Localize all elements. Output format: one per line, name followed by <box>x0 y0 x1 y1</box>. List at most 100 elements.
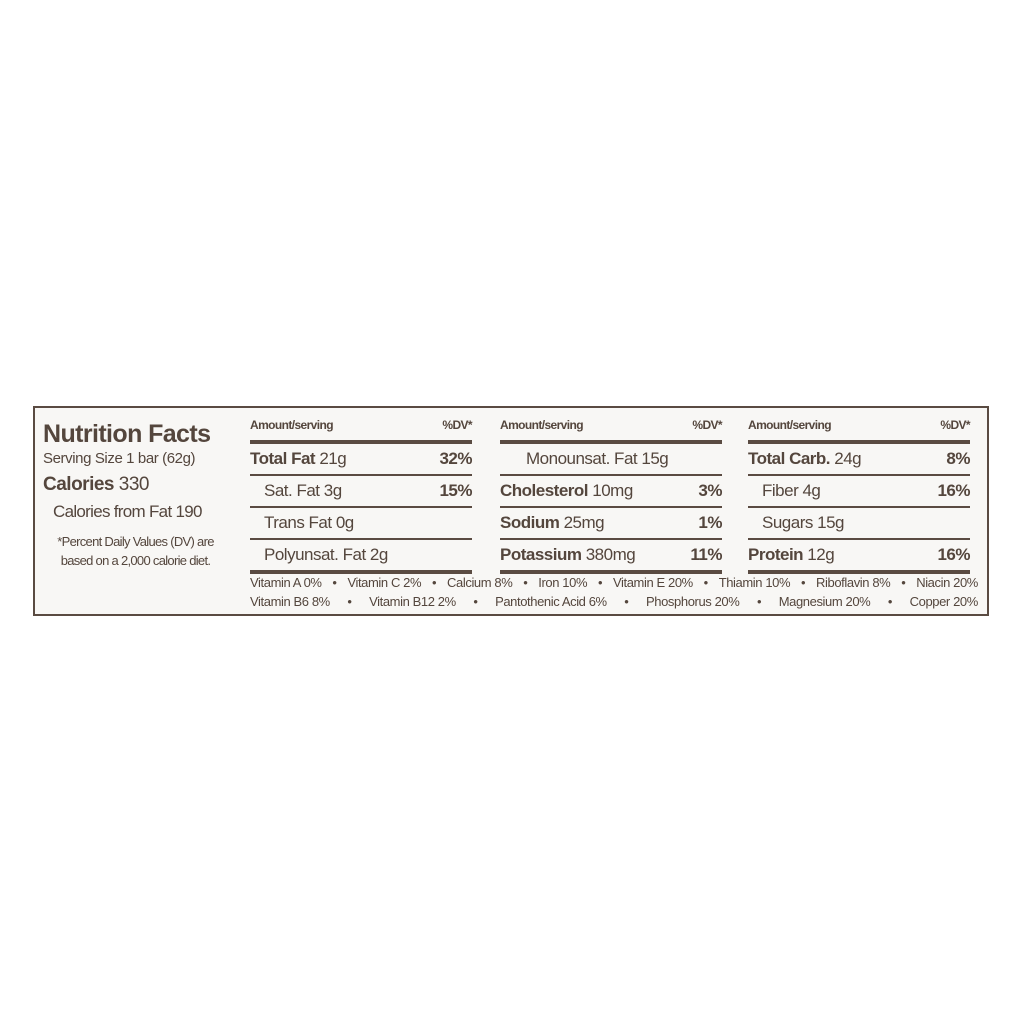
separator-bullet: • <box>887 594 893 609</box>
nutrient-label: Monounsat. Fat 15g <box>500 449 669 469</box>
nutrient-row: Total Fat 21g 32% <box>250 444 472 476</box>
nutrient-amount: 0g <box>335 513 354 532</box>
nutrient-amount: 3g <box>323 481 342 500</box>
nutrient-name: Cholesterol <box>500 481 589 500</box>
dv-header: %DV* <box>692 418 722 432</box>
nutrient-dv: 16% <box>937 481 970 500</box>
column-header: Amount/serving %DV* <box>500 418 723 444</box>
amount-serving-header: Amount/serving <box>500 418 584 432</box>
vitamin-item: Pantothenic Acid 6% <box>495 594 607 609</box>
nutrient-amount: 2g <box>369 545 388 564</box>
nutrient-label: Sat. Fat 3g <box>250 481 342 501</box>
nutrient-row: Fiber 4g 16% <box>748 476 970 508</box>
calories: Calories 330 <box>43 474 233 496</box>
nutrient-label: Protein 12g <box>748 545 835 565</box>
vitamin-item: Phosphorus 20% <box>646 594 740 609</box>
nutrition-facts-label: Nutrition Facts Serving Size 1 bar (62g)… <box>33 406 989 616</box>
nutrient-row: Sugars 15g <box>748 508 970 540</box>
nutrient-dv: 16% <box>937 545 970 564</box>
nutrient-dv: 32% <box>439 449 472 468</box>
separator-bullet: • <box>473 594 478 609</box>
nutrient-row: Polyunsat. Fat 2g <box>250 540 472 574</box>
nutrient-amount: 12g <box>807 545 835 564</box>
dv-header: %DV* <box>940 418 970 432</box>
separator-bullet: • <box>332 575 337 590</box>
summary-panel: Nutrition Facts Serving Size 1 bar (62g)… <box>43 420 233 570</box>
vitamin-item: Niacin 20% <box>916 575 978 590</box>
nutrient-dv: 1% <box>698 513 722 532</box>
calories-label: Calories <box>43 474 114 495</box>
nutrient-row: Total Carb. 24g 8% <box>748 444 970 476</box>
column-header: Amount/serving %DV* <box>250 418 473 444</box>
vitamin-item: Magnesium 20% <box>778 594 871 609</box>
nutrient-label: Polyunsat. Fat 2g <box>250 545 388 565</box>
nutrient-row: Sat. Fat 3g 15% <box>250 476 472 508</box>
vitamin-item: Calcium 8% <box>447 575 513 590</box>
vitamins-line: Vitamin B6 8% • Vitamin B12 2% • Pantothenic… <box>250 592 978 611</box>
nutrient-dv: 15% <box>439 481 472 500</box>
nutrient-row: Protein 12g 16% <box>748 540 970 574</box>
calories-value: 330 <box>118 474 150 495</box>
nutrient-dv: 8% <box>946 449 970 468</box>
nutrient-name: Total Fat <box>250 449 316 468</box>
nutrient-label: Fiber 4g <box>748 481 821 501</box>
vitamin-item: Copper 20% <box>909 594 979 609</box>
vitamins-line: Vitamin A 0% • Vitamin C 2% • Calcium 8% • Iro… <box>250 573 978 592</box>
nutrient-amount: 21g <box>319 449 347 468</box>
separator-bullet: • <box>703 575 709 590</box>
amount-serving-header: Amount/serving <box>748 418 832 432</box>
separator-bullet: • <box>347 594 352 609</box>
vitamin-item: Vitamin E 20% <box>612 575 693 590</box>
nutrient-label: Potassium 380mg <box>500 545 636 565</box>
nutrient-name: Polyunsat. Fat <box>264 545 366 564</box>
nutrient-label: Cholesterol 10mg <box>500 481 633 501</box>
separator-bullet: • <box>432 575 437 590</box>
nutrient-amount: 25mg <box>563 513 605 532</box>
nutrient-dv: 3% <box>698 481 722 500</box>
separator-bullet: • <box>597 575 603 590</box>
serving-size: Serving Size 1 bar (62g) <box>43 450 196 467</box>
label-title: Nutrition Facts <box>43 420 211 448</box>
nutrient-name: Sat. Fat <box>264 481 320 500</box>
vitamins-list: Vitamin A 0% • Vitamin C 2% • Calcium 8% • Iro… <box>250 573 978 611</box>
nutrient-name: Protein <box>748 545 804 564</box>
nutrient-label: Total Fat 21g <box>250 449 347 469</box>
vitamin-item: Vitamin B12 2% <box>369 594 456 609</box>
nutrient-name: Fiber <box>762 481 799 500</box>
vitamin-item: Vitamin B6 8% <box>250 594 330 609</box>
nutrient-amount: 10mg <box>592 481 633 500</box>
nutrient-name: Monounsat. Fat <box>526 449 638 468</box>
nutrient-amount: 15g <box>817 513 844 532</box>
separator-bullet: • <box>801 575 806 590</box>
nutrient-name: Sodium <box>500 513 560 532</box>
nutrient-amount: 380mg <box>585 545 636 564</box>
vitamin-item: Thiamin 10% <box>718 575 791 590</box>
dv-header: %DV* <box>442 418 472 432</box>
nutrient-name: Trans Fat <box>264 513 332 532</box>
footnote-line-1: *Percent Daily Values (DV) are <box>57 534 214 549</box>
amount-serving-header: Amount/serving <box>250 418 334 432</box>
nutrient-row: Potassium 380mg 11% <box>500 540 722 574</box>
nutrient-row: Monounsat. Fat 15g <box>500 444 722 476</box>
nutrient-amount: 24g <box>834 449 862 468</box>
column-header: Amount/serving %DV* <box>748 418 971 444</box>
vitamin-item: Iron 10% <box>538 575 588 590</box>
calories-from-fat: Calories from Fat 190 <box>53 502 202 521</box>
nutrient-label: Total Carb. 24g <box>748 449 862 469</box>
separator-bullet: • <box>901 575 906 590</box>
vitamin-item: Vitamin C 2% <box>347 575 422 590</box>
vitamin-item: Riboflavin 8% <box>816 575 891 590</box>
nutrient-label: Sugars 15g <box>748 513 844 533</box>
nutrient-column: Amount/serving %DV* Total Carb. 24g 8% Fiber… <box>748 418 971 574</box>
separator-bullet: • <box>624 594 629 609</box>
nutrient-dv: 11% <box>690 545 722 564</box>
nutrient-name: Total Carb. <box>748 449 831 468</box>
nutrient-label: Trans Fat 0g <box>250 513 354 533</box>
separator-bullet: • <box>756 594 762 609</box>
separator-bullet: • <box>523 575 528 590</box>
dv-footnote: *Percent Daily Values (DV) are based on … <box>43 532 228 570</box>
nutrient-label: Sodium 25mg <box>500 513 605 533</box>
nutrient-name: Potassium <box>500 545 582 564</box>
nutrient-amount: 15g <box>641 449 669 468</box>
nutrient-amount: 4g <box>802 481 821 500</box>
